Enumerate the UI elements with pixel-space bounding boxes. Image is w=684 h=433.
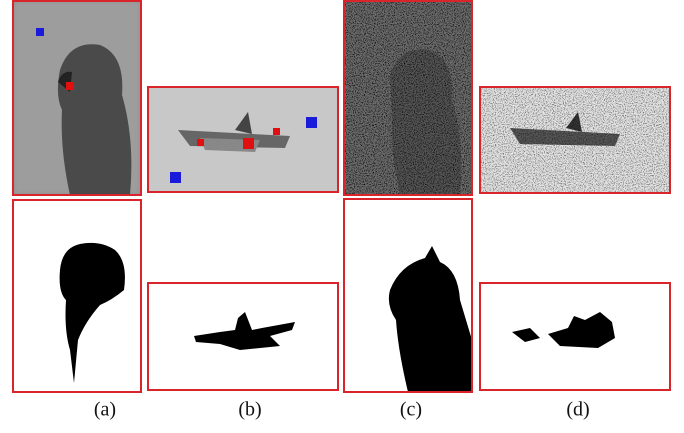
panel-label: (b) <box>238 399 261 421</box>
hawk-mask <box>60 243 125 383</box>
plane-image <box>148 87 338 192</box>
noisy-hawk-image <box>344 0 472 195</box>
panel-label: (c) <box>400 399 422 421</box>
hawk-image <box>13 0 141 195</box>
noisy-hawk-mask <box>389 246 472 392</box>
noisy-plane-mask <box>512 312 615 348</box>
figure: (a) (b) (c) (d) <box>0 0 684 433</box>
panel-label: (d) <box>566 399 589 421</box>
plane-mask <box>194 312 295 350</box>
panel-label: (a) <box>94 399 116 421</box>
noisy-plane-image <box>480 87 670 193</box>
